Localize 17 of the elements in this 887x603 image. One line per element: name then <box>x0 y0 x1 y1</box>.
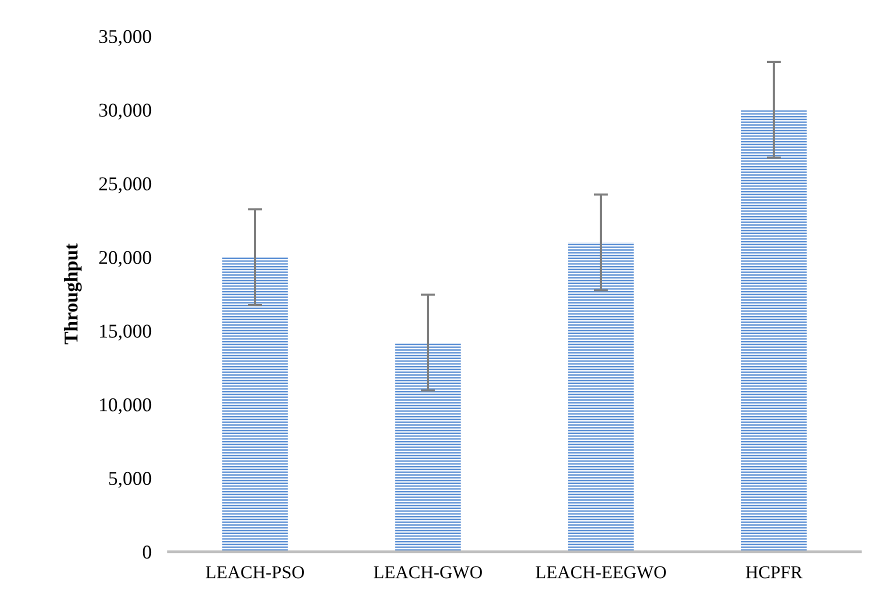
bar <box>741 110 807 552</box>
bar <box>568 242 634 552</box>
y-tick-label: 10,000 <box>100 398 152 414</box>
y-tick-label: 20,000 <box>99 250 152 267</box>
x-tick-label: LEACH-GWO <box>374 566 482 578</box>
x-tick-label: LEACH-PSO <box>206 566 304 578</box>
bar <box>395 342 461 552</box>
y-tick-label: 35,000 <box>99 30 152 46</box>
y-tick-label: 0 <box>142 546 152 559</box>
y-tick-label: 30,000 <box>99 104 152 120</box>
y-tick-label: 5,000 <box>109 472 152 488</box>
x-tick-label: LEACH-EEGWO <box>536 566 666 578</box>
y-axis-title: Throughput <box>64 243 82 344</box>
y-tick-label: 25,000 <box>99 177 152 194</box>
y-tick-label: 15,000 <box>100 324 152 341</box>
x-tick-label: HCPFR <box>746 566 802 578</box>
bar <box>222 257 288 552</box>
